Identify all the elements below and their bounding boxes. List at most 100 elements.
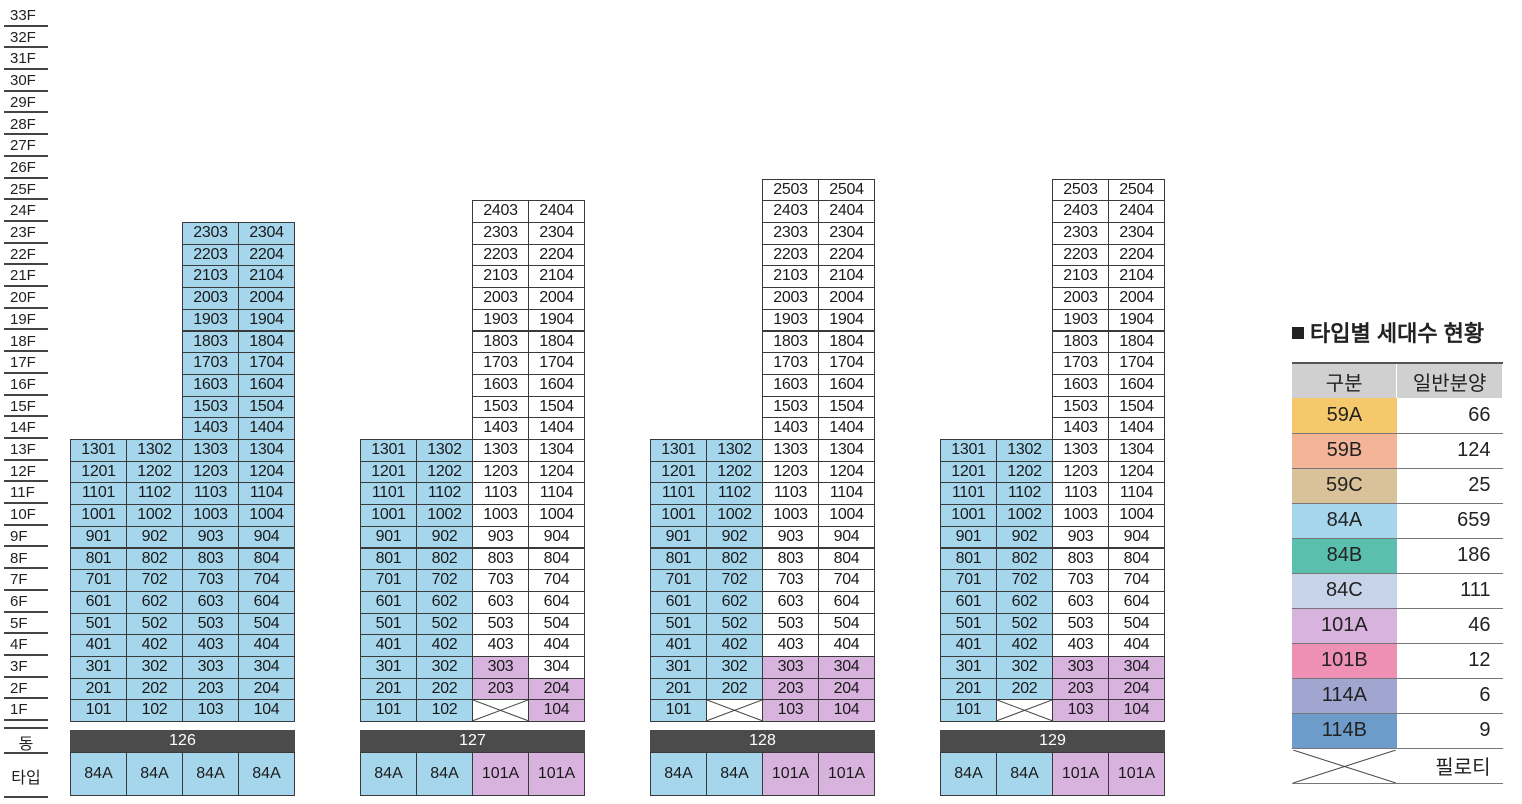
floor-label: 4F: [4, 634, 48, 656]
type-row-label: 타입: [11, 770, 41, 787]
unit-cell: 601: [650, 590, 707, 614]
pilotis-x-icon: [1293, 749, 1396, 783]
unit-cell: 1303: [472, 439, 529, 462]
unit-cell: 1002: [416, 504, 473, 527]
unit-cell: 902: [996, 525, 1053, 549]
unit-cell: 1703: [1052, 352, 1109, 375]
unit-cell: 1404: [818, 417, 875, 440]
unit-cell: 1304: [528, 439, 585, 462]
unit-cell: 2303: [762, 222, 819, 245]
unit-cell: 1001: [940, 504, 997, 527]
floor-label: 19F: [4, 309, 48, 331]
unit-cell: 603: [1052, 590, 1109, 614]
unit-cell: 104: [238, 699, 295, 723]
legend-count: 25: [1396, 468, 1503, 504]
legend-title-text: 타입별 세대수 현황: [1310, 321, 1485, 346]
unit-cell: 702: [416, 569, 473, 592]
unit-cell: 1403: [762, 417, 819, 440]
unit-cell: 1001: [70, 504, 127, 527]
unit-cell: 901: [360, 525, 417, 549]
unit-cell: 201: [360, 677, 417, 701]
unit-cell: 603: [182, 590, 239, 614]
unit-cell: 1104: [818, 482, 875, 506]
unit-cell: 1804: [238, 330, 295, 354]
unit-cell: 2203: [1052, 243, 1109, 267]
unit-cell: 203: [762, 677, 819, 701]
unit-cell: 201: [940, 677, 997, 701]
unit-cell: 1703: [182, 352, 239, 375]
dong-row-label: 동: [18, 736, 34, 753]
unit-cell: 704: [238, 569, 295, 592]
pilotis-x-icon: [997, 700, 1052, 722]
floor-label: 17F: [4, 352, 48, 374]
unit-cell: 1504: [238, 395, 295, 419]
floor-label: 15F: [4, 396, 48, 418]
unit-cell: 202: [126, 677, 183, 701]
unit-cell: 1102: [416, 482, 473, 506]
legend-count: 186: [1396, 538, 1503, 574]
unit-cell: 301: [360, 656, 417, 679]
pilotis-x-icon: [707, 700, 762, 722]
unit-cell: 2204: [1108, 243, 1165, 267]
legend-type-swatch: 59B: [1292, 433, 1397, 469]
unit-cell: 1203: [182, 460, 239, 484]
unit-cell: 1301: [650, 439, 707, 462]
unit-cell: 204: [528, 677, 585, 701]
legend-row: 101B 12: [1292, 643, 1503, 679]
legend-row: 84C 111: [1292, 573, 1503, 609]
unit-cell: 501: [940, 612, 997, 636]
unit-cell: 1302: [706, 439, 763, 462]
unit-cell: 1001: [360, 504, 417, 527]
unit-cell: 2304: [238, 222, 295, 245]
unit-cell: 902: [416, 525, 473, 549]
unit-cell: 804: [238, 547, 295, 571]
unit-cell: 1104: [528, 482, 585, 506]
unit-cell: 1903: [1052, 308, 1109, 332]
unit-cell: 802: [416, 547, 473, 571]
dong-label: 126: [70, 730, 295, 752]
unit-cell: 703: [472, 569, 529, 592]
unit-cell: 203: [1052, 677, 1109, 701]
floor-label: 12F: [4, 461, 48, 483]
unit-cell: 1103: [182, 482, 239, 506]
pilotis-cell: [472, 699, 529, 723]
unit-cell: 202: [706, 677, 763, 701]
unit-cell: 1203: [762, 460, 819, 484]
unit-cell: 2304: [1108, 222, 1165, 245]
unit-cell: 101: [650, 699, 707, 723]
unit-cell: 1003: [472, 504, 529, 527]
unit-cell: 1804: [818, 330, 875, 354]
unit-cell: 2404: [1108, 200, 1165, 223]
pilotis-cell: [706, 699, 763, 723]
unit-cell: 304: [818, 656, 875, 679]
unit-cell: 2004: [238, 287, 295, 310]
unit-cell: 702: [126, 569, 183, 592]
unit-cell: 902: [706, 525, 763, 549]
pilotis-cell: [996, 699, 1053, 723]
unit-cell: 302: [996, 656, 1053, 679]
unit-cell: 701: [360, 569, 417, 592]
legend-row: 59B 124: [1292, 433, 1503, 469]
unit-cell: 2303: [472, 222, 529, 245]
legend-row: 114B 9: [1292, 713, 1503, 749]
unit-cell: 602: [996, 590, 1053, 614]
unit-cell: 201: [70, 677, 127, 701]
type-cell: 84A: [70, 752, 127, 796]
floor-label: 5F: [4, 613, 48, 635]
unit-cell: 1003: [182, 504, 239, 527]
type-cell: 101A: [762, 752, 819, 796]
unit-cell: 804: [1108, 547, 1165, 571]
floor-label: 14F: [4, 417, 48, 439]
unit-cell: 803: [472, 547, 529, 571]
unit-cell: 1004: [818, 504, 875, 527]
floor-label: 24F: [4, 200, 48, 222]
unit-cell: 2104: [818, 265, 875, 289]
floor-label: 7F: [4, 569, 48, 591]
unit-cell: 2103: [1052, 265, 1109, 289]
unit-cell: 603: [472, 590, 529, 614]
unit-cell: 1104: [1108, 482, 1165, 506]
unit-cell: 2404: [818, 200, 875, 223]
legend-count: 필로티: [1396, 748, 1503, 784]
unit-cell: 1503: [182, 395, 239, 419]
unit-cell: 203: [472, 677, 529, 701]
